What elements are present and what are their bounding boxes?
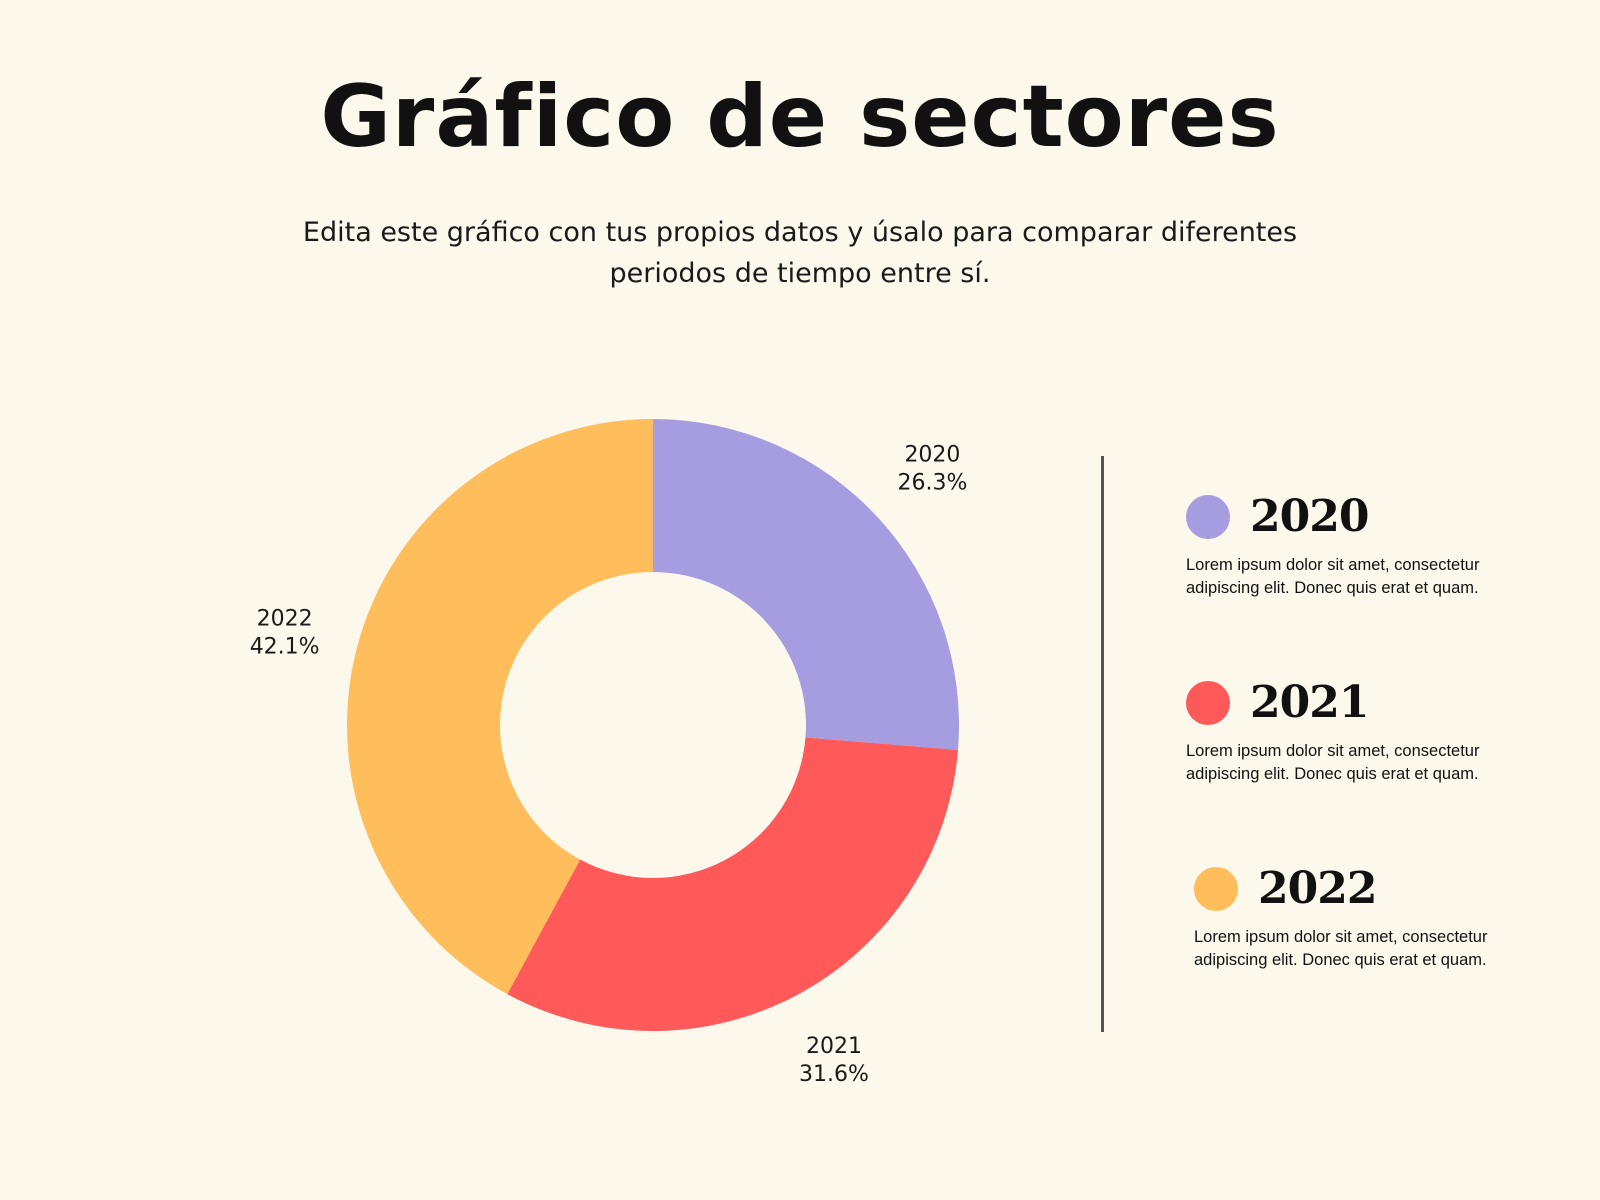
legend-description-2021: Lorem ipsum dolor sit amet, consectetur … [1186, 742, 1480, 783]
legend-divider [1101, 456, 1104, 1032]
legend-item-2020: 2020 Lorem ipsum dolor sit amet, consect… [1186, 494, 1516, 600]
slice-label-2022: 2022 42.1% [250, 607, 320, 660]
legend-item-2022: 2022 Lorem ipsum dolor sit amet, consect… [1194, 866, 1524, 972]
legend-swatch-2022 [1194, 867, 1238, 911]
slice-label-2021: 2021 31.6% [799, 1034, 869, 1087]
legend-description-2022: Lorem ipsum dolor sit amet, consectetur … [1194, 928, 1488, 969]
page-title: Gráfico de sectores [320, 67, 1280, 167]
donut-slice-2021 [507, 737, 958, 1031]
legend-description-2020: Lorem ipsum dolor sit amet, consectetur … [1186, 556, 1480, 597]
donut-slice-2020 [653, 419, 960, 750]
page-subtitle: Edita este gráfico con tus propios datos… [302, 217, 1298, 289]
legend-swatch-2020 [1186, 495, 1230, 539]
slice-label-2020: 2020 26.3% [898, 442, 968, 495]
legend-year-2022: 2022 [1258, 863, 1377, 914]
legend-item-2021: 2021 Lorem ipsum dolor sit amet, consect… [1186, 680, 1516, 786]
donut-labels: 2020 26.3% 2021 31.6% 2022 42.1% [250, 442, 968, 1087]
legend-year-2021: 2021 [1250, 677, 1369, 728]
legend-year-2020: 2020 [1250, 491, 1369, 542]
donut-slices [347, 419, 960, 1031]
legend-swatch-2021 [1186, 681, 1230, 725]
donut-slice-2022 [347, 419, 653, 995]
